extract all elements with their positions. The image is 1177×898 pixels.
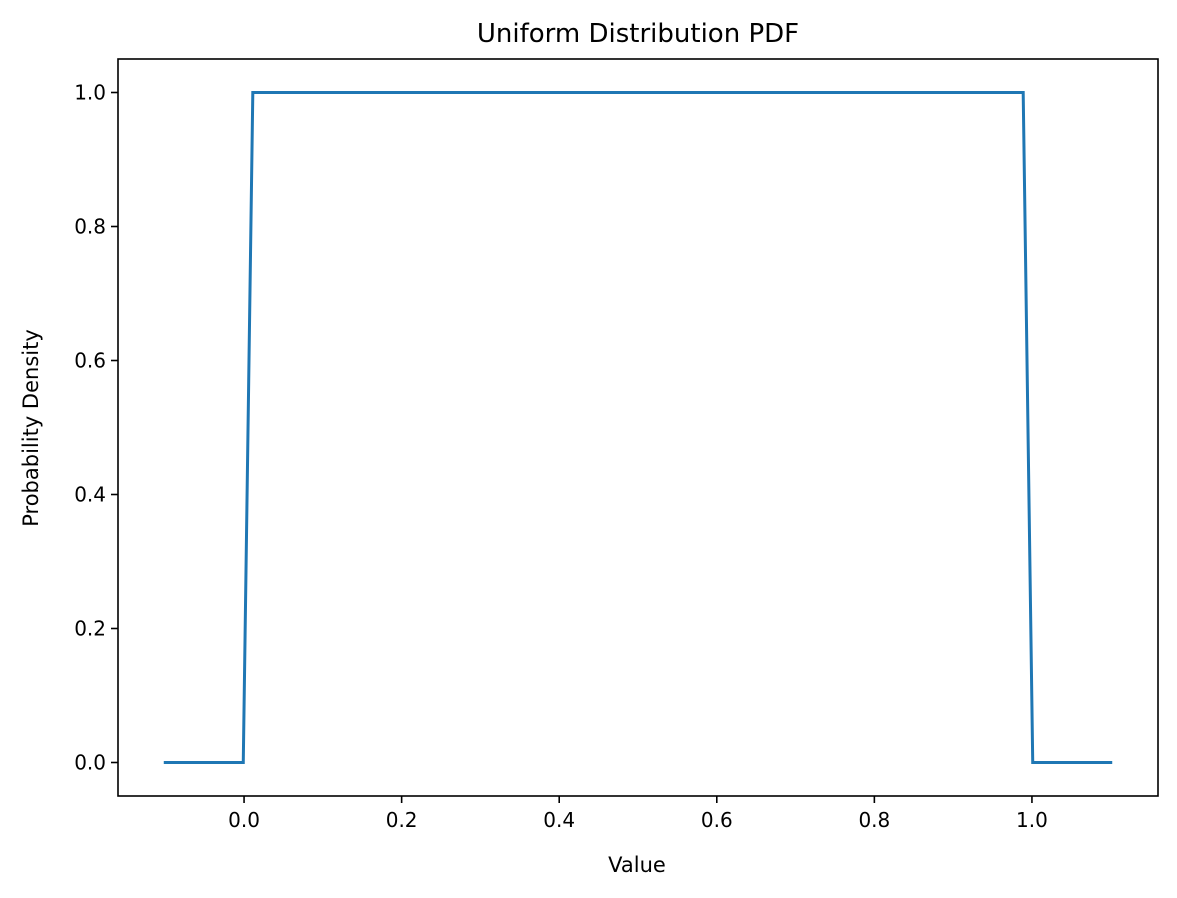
y-tick-label: 0.6 [74,349,106,373]
x-tick-label: 0.2 [386,808,418,832]
plot-area [163,91,1113,764]
x-axis-label: Value [608,853,666,877]
x-tick-label: 0.0 [228,808,260,832]
y-axis: 0.0 0.2 0.4 0.6 0.8 1.0 [74,81,118,775]
x-axis: 0.0 0.2 0.4 0.6 0.8 1.0 [228,796,1048,832]
y-tick-label: 0.8 [74,215,106,239]
x-tick-label: 0.6 [701,808,733,832]
y-tick-label: 0.4 [74,483,106,507]
chart-title: Uniform Distribution PDF [477,19,799,49]
x-tick-label: 0.8 [858,808,890,832]
y-tick-label: 0.2 [74,617,106,641]
y-axis-label: Probability Density [19,329,43,527]
x-tick-label: 1.0 [1016,808,1048,832]
x-tick-label: 0.4 [543,808,575,832]
series-line-0 [163,91,1113,764]
axes-frame [117,58,1159,797]
y-tick-label: 1.0 [74,81,106,105]
y-tick-label: 0.0 [74,751,106,775]
